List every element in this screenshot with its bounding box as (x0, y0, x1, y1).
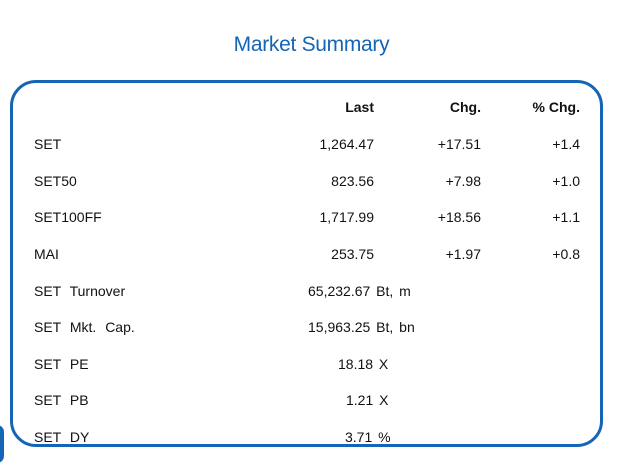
stat-value-mkt-cap: 15,963.25 Bt, bn (308, 319, 415, 335)
index-name-set50: SET50 (34, 173, 77, 189)
stat-value-pe: 18.18 X (338, 356, 389, 372)
index-pct-chg-set100ff: +1.1 (552, 209, 580, 225)
index-pct-chg-mai: +0.8 (552, 246, 580, 262)
left-edge-decoration (0, 425, 4, 463)
column-header-last: Last (345, 99, 374, 115)
page-title: Market Summary (233, 33, 390, 56)
index-last-set50: 823.56 (331, 173, 374, 189)
index-name-set100ff: SET100FF (34, 209, 102, 225)
stat-label-pe: SET PE (34, 356, 89, 372)
index-name-mai: MAI (34, 246, 59, 262)
index-last-set: 1,264.47 (319, 136, 375, 152)
index-chg-set50: +7.98 (445, 173, 481, 189)
stat-label-mkt-cap: SET Mkt. Cap. (34, 319, 135, 335)
stat-label-dy: SET DY (34, 429, 90, 445)
stat-label-turnover: SET Turnover (34, 283, 126, 299)
column-header-pct-chg: % Chg. (532, 99, 580, 115)
index-pct-chg-set50: +1.0 (552, 173, 580, 189)
stat-value-turnover: 65,232.67 Bt, m (308, 283, 411, 299)
stat-label-pb: SET PB (34, 392, 89, 408)
column-header-chg: Chg. (449, 99, 481, 115)
index-chg-mai: +1.97 (445, 246, 481, 262)
market-summary-panel (10, 80, 603, 447)
stat-value-pb: 1.21 X (346, 392, 389, 408)
index-last-set100ff: 1,717.99 (319, 209, 375, 225)
index-pct-chg-set: +1.4 (552, 136, 580, 152)
index-last-mai: 253.75 (331, 246, 374, 262)
index-chg-set100ff: +18.56 (437, 209, 481, 225)
stat-value-dy: 3.71 % (345, 429, 391, 445)
index-name-set: SET (34, 136, 62, 152)
index-chg-set: +17.51 (437, 136, 481, 152)
